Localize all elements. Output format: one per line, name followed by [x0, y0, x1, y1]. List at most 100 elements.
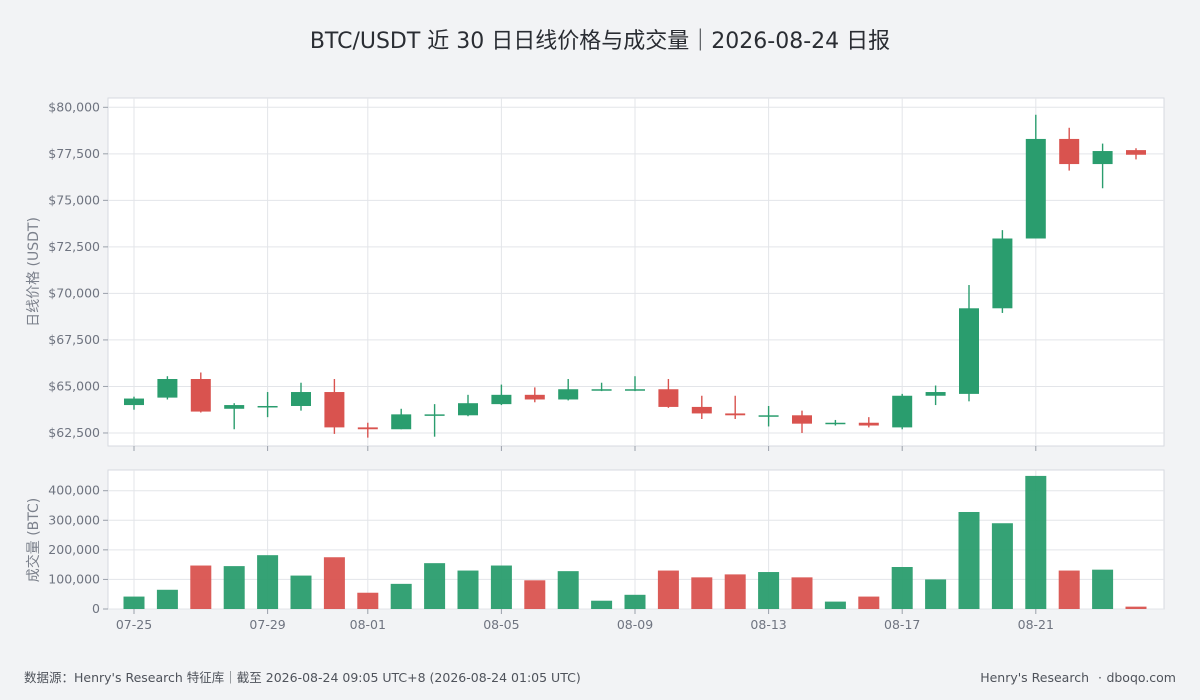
candle-body [825, 422, 846, 425]
candle [758, 405, 779, 427]
candle-body [424, 414, 445, 416]
volume-bar [724, 574, 746, 609]
price-y-tick-label: $77,500 [48, 146, 100, 161]
candle [992, 230, 1013, 313]
candle-body [124, 398, 144, 406]
candle-body [892, 395, 913, 428]
price-y-tick-label: $65,000 [48, 378, 100, 393]
volume-bar [223, 566, 245, 609]
volume-bar [257, 555, 279, 609]
candle [625, 376, 645, 392]
x-tick-label: 08-01 [350, 617, 386, 632]
volume-bar [1025, 475, 1047, 609]
candle [190, 372, 211, 413]
candle [591, 382, 612, 392]
volume-bar [591, 600, 613, 609]
candle [658, 379, 679, 408]
candle [792, 410, 812, 433]
candle [291, 382, 311, 411]
volume-bar [958, 511, 980, 609]
volume-bar [424, 563, 446, 609]
candle-body [324, 392, 345, 428]
volume-x-axis-ticks: 07-25 07-29 08-01 08-05 08-09 08-13 08-17 08-21 [116, 609, 1054, 632]
price-y-tick-label: $62,500 [48, 425, 100, 440]
candle-body [1126, 150, 1146, 155]
candle-body [157, 379, 178, 398]
candle [558, 379, 579, 401]
volume-bar [457, 570, 479, 609]
candle-body [257, 405, 278, 408]
candle [357, 422, 378, 438]
volume-bar [390, 583, 412, 609]
candle-body [1092, 151, 1113, 165]
candlestick-series [124, 114, 1146, 438]
candle [391, 408, 412, 430]
volume-bar [557, 571, 579, 609]
price-panel [107, 97, 1165, 447]
volume-bar [156, 589, 178, 609]
candle [1126, 148, 1146, 160]
candle-body [725, 413, 746, 416]
volume-bar [791, 577, 813, 609]
volume-y-tick-label: 400,000 [48, 483, 100, 498]
candle [1025, 114, 1046, 239]
footer-separator: · [1098, 670, 1102, 685]
candle [157, 376, 178, 400]
candle [925, 385, 946, 406]
candle-body [357, 427, 378, 430]
volume-bar [290, 575, 312, 609]
volume-bar [190, 565, 212, 609]
candle [324, 379, 345, 434]
candle-body [792, 415, 812, 424]
price-y-tick-label: $70,000 [48, 285, 100, 300]
candle-body [959, 308, 979, 394]
candle [257, 392, 278, 418]
x-tick-label: 07-29 [249, 617, 285, 632]
candle-body [758, 415, 779, 417]
volume-y-tick-label: 200,000 [48, 542, 100, 557]
volume-grid [108, 470, 1164, 610]
volume-bar [1058, 570, 1080, 609]
footer-brand: Henry's Research [980, 670, 1089, 685]
candle [959, 285, 979, 402]
volume-bar [891, 567, 913, 609]
candle-body [190, 379, 211, 412]
candle-body [625, 389, 645, 391]
x-tick-label: 08-09 [617, 617, 653, 632]
volume-bar [991, 523, 1013, 609]
candle-body [858, 422, 879, 426]
volume-y-axis-label: 成交量 (BTC) [25, 498, 42, 583]
candle-body [925, 392, 946, 396]
candle [424, 404, 445, 437]
volume-bar [1125, 606, 1147, 609]
volume-bar [323, 557, 345, 609]
candle [491, 384, 512, 406]
volume-y-tick-label: 100,000 [48, 571, 100, 586]
x-tick-label: 08-17 [884, 617, 920, 632]
volume-bar [357, 592, 379, 609]
candle [124, 396, 144, 410]
volume-bar [824, 601, 846, 609]
candle-body [391, 414, 412, 430]
price-y-tick-label: $67,500 [48, 332, 100, 347]
volume-bar [925, 579, 947, 609]
volume-bar [858, 596, 880, 609]
candle-body [691, 406, 712, 414]
candle [858, 417, 879, 428]
candle-body [491, 394, 512, 405]
price-y-tick-label: $72,500 [48, 239, 100, 254]
price-y-axis-label: 日线价格 (USDT) [26, 217, 42, 327]
price-y-tick-label: $80,000 [48, 99, 100, 114]
volume-bar-series [123, 475, 1147, 609]
candle-body [558, 389, 579, 400]
candle [458, 394, 478, 417]
x-tick-label: 08-21 [1018, 617, 1054, 632]
data-source-note: 数据源：Henry's Research 特征库｜截至 2026-08-24 0… [24, 670, 581, 685]
candle-body [524, 394, 545, 400]
footer-site: dboqo.com [1106, 670, 1176, 685]
x-tick-label: 07-25 [116, 617, 152, 632]
candle-body [458, 403, 478, 416]
volume-bar [758, 572, 780, 609]
x-tick-label: 08-13 [750, 617, 786, 632]
